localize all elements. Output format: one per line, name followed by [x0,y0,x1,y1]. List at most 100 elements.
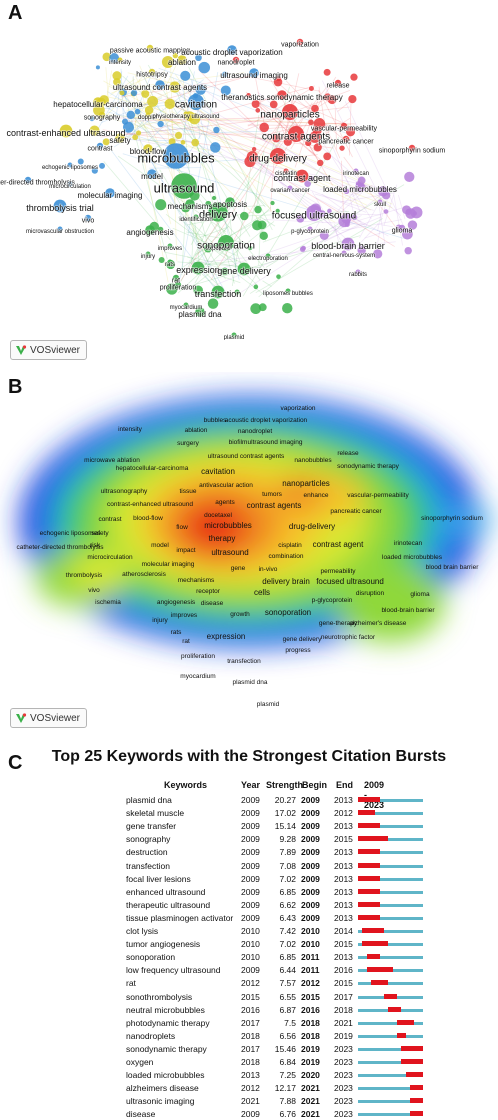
keyword-label: drug-delivery [249,154,307,165]
keyword-label: skull [374,202,386,208]
begin-cell: 2011 [301,964,319,976]
density-label: ultrasound [211,548,248,557]
keyword-label: sonoporation [197,241,255,252]
burst-segment [358,915,380,920]
density-label: gene [231,565,246,572]
strength-cell: 7.5 [266,1017,296,1029]
network-node [260,232,268,240]
keyword-cell: sonothrombolysis [126,991,192,1003]
network-node [157,121,163,127]
strength-cell: 6.85 [266,886,296,898]
density-label: in-vivo [259,566,278,573]
begin-cell: 2012 [301,977,320,989]
burst-segment [410,1085,423,1090]
keyword-label: contrast agent [273,173,331,183]
network-node [323,152,331,160]
begin-cell: 2009 [301,846,320,858]
keyword-label: improves [158,246,182,252]
network-node [404,247,411,254]
strength-cell: 7.08 [266,860,296,872]
burst-segment [388,1007,401,1012]
begin-cell: 2018 [301,1017,320,1029]
keyword-cell: rat [126,977,136,989]
begin-cell: 2009 [301,807,320,819]
network-node [309,86,314,91]
keyword-cell: plasmid dna [126,794,172,806]
vosviewer-label: VOSviewer [30,345,80,356]
network-node [165,99,175,109]
begin-cell: 2016 [301,1004,320,1016]
begin-cell: 2009 [301,820,320,832]
end-cell: 2017 [334,991,353,1003]
density-label: irinotecan [394,540,423,547]
end-cell: 2015 [334,938,353,950]
keyword-label: contrast-enhanced ultrasound [6,128,125,138]
network-node [276,274,281,279]
density-label: model [151,542,169,549]
network-node [282,303,292,313]
burst-segment [406,1072,423,1077]
network-node [411,206,423,218]
strength-cell: 9.28 [266,833,296,845]
keyword-label: transfection [195,289,242,299]
header-end: End [336,780,353,790]
density-label: gene delivery [283,636,322,643]
strength-cell: 7.88 [266,1095,296,1107]
timeline-bar [358,1035,423,1038]
density-label: ultrasonography [101,488,148,495]
begin-cell: 2018 [301,1030,320,1042]
keyword-label: theranostics sonodynamic therapy [221,93,342,102]
network-node [78,159,84,165]
keyword-label: sinoporphyrin sodium [379,147,446,154]
density-label: sinoporphyrin sodium [421,515,483,522]
year-cell: 2009 [241,833,260,845]
keyword-label: ultrasound imaging [220,71,288,80]
network-node [254,285,259,290]
keyword-label: electroporation [248,256,288,262]
density-label: surgery [177,440,199,447]
keyword-label: injury [141,254,155,260]
density-label: delivery brain [262,577,310,586]
strength-cell: 15.14 [266,820,296,832]
end-cell: 2013 [334,846,353,858]
density-label: acoustic droplet vaporization [225,417,308,424]
year-cell: 2017 [241,1017,260,1029]
year-cell: 2010 [241,938,260,950]
density-label: tumors [262,491,283,498]
keyword-label: intensity [109,60,131,66]
begin-cell: 2010 [301,925,320,937]
keyword-label: microcirculation [49,184,91,190]
burst-segment [410,1098,423,1103]
strength-cell: 6.62 [266,899,296,911]
year-cell: 2012 [241,977,260,989]
strength-cell: 6.76 [266,1108,296,1120]
keyword-cell: tumor angiogenesis [126,938,200,950]
year-cell: 2009 [241,873,260,885]
year-cell: 2017 [241,1043,260,1055]
keyword-label: loaded microbubbles [323,185,397,194]
year-cell: 2009 [241,964,260,976]
strength-cell: 7.57 [266,977,296,989]
network-node [270,201,274,205]
density-label: combination [268,553,303,560]
end-cell: 2019 [334,1030,353,1042]
year-cell: 2009 [241,794,260,806]
vosviewer-label: VOSviewer [30,713,80,724]
year-cell: 2009 [241,899,260,911]
burst-segment [358,876,380,881]
year-cell: 2009 [241,1108,260,1120]
density-label: improves [171,612,198,619]
year-cell: 2018 [241,1030,260,1042]
keyword-label: plasmid dna [178,310,222,319]
density-label: microwave ablation [84,457,140,464]
keyword-label: ovarian cancer [270,188,309,194]
end-cell: 2023 [334,1108,353,1120]
